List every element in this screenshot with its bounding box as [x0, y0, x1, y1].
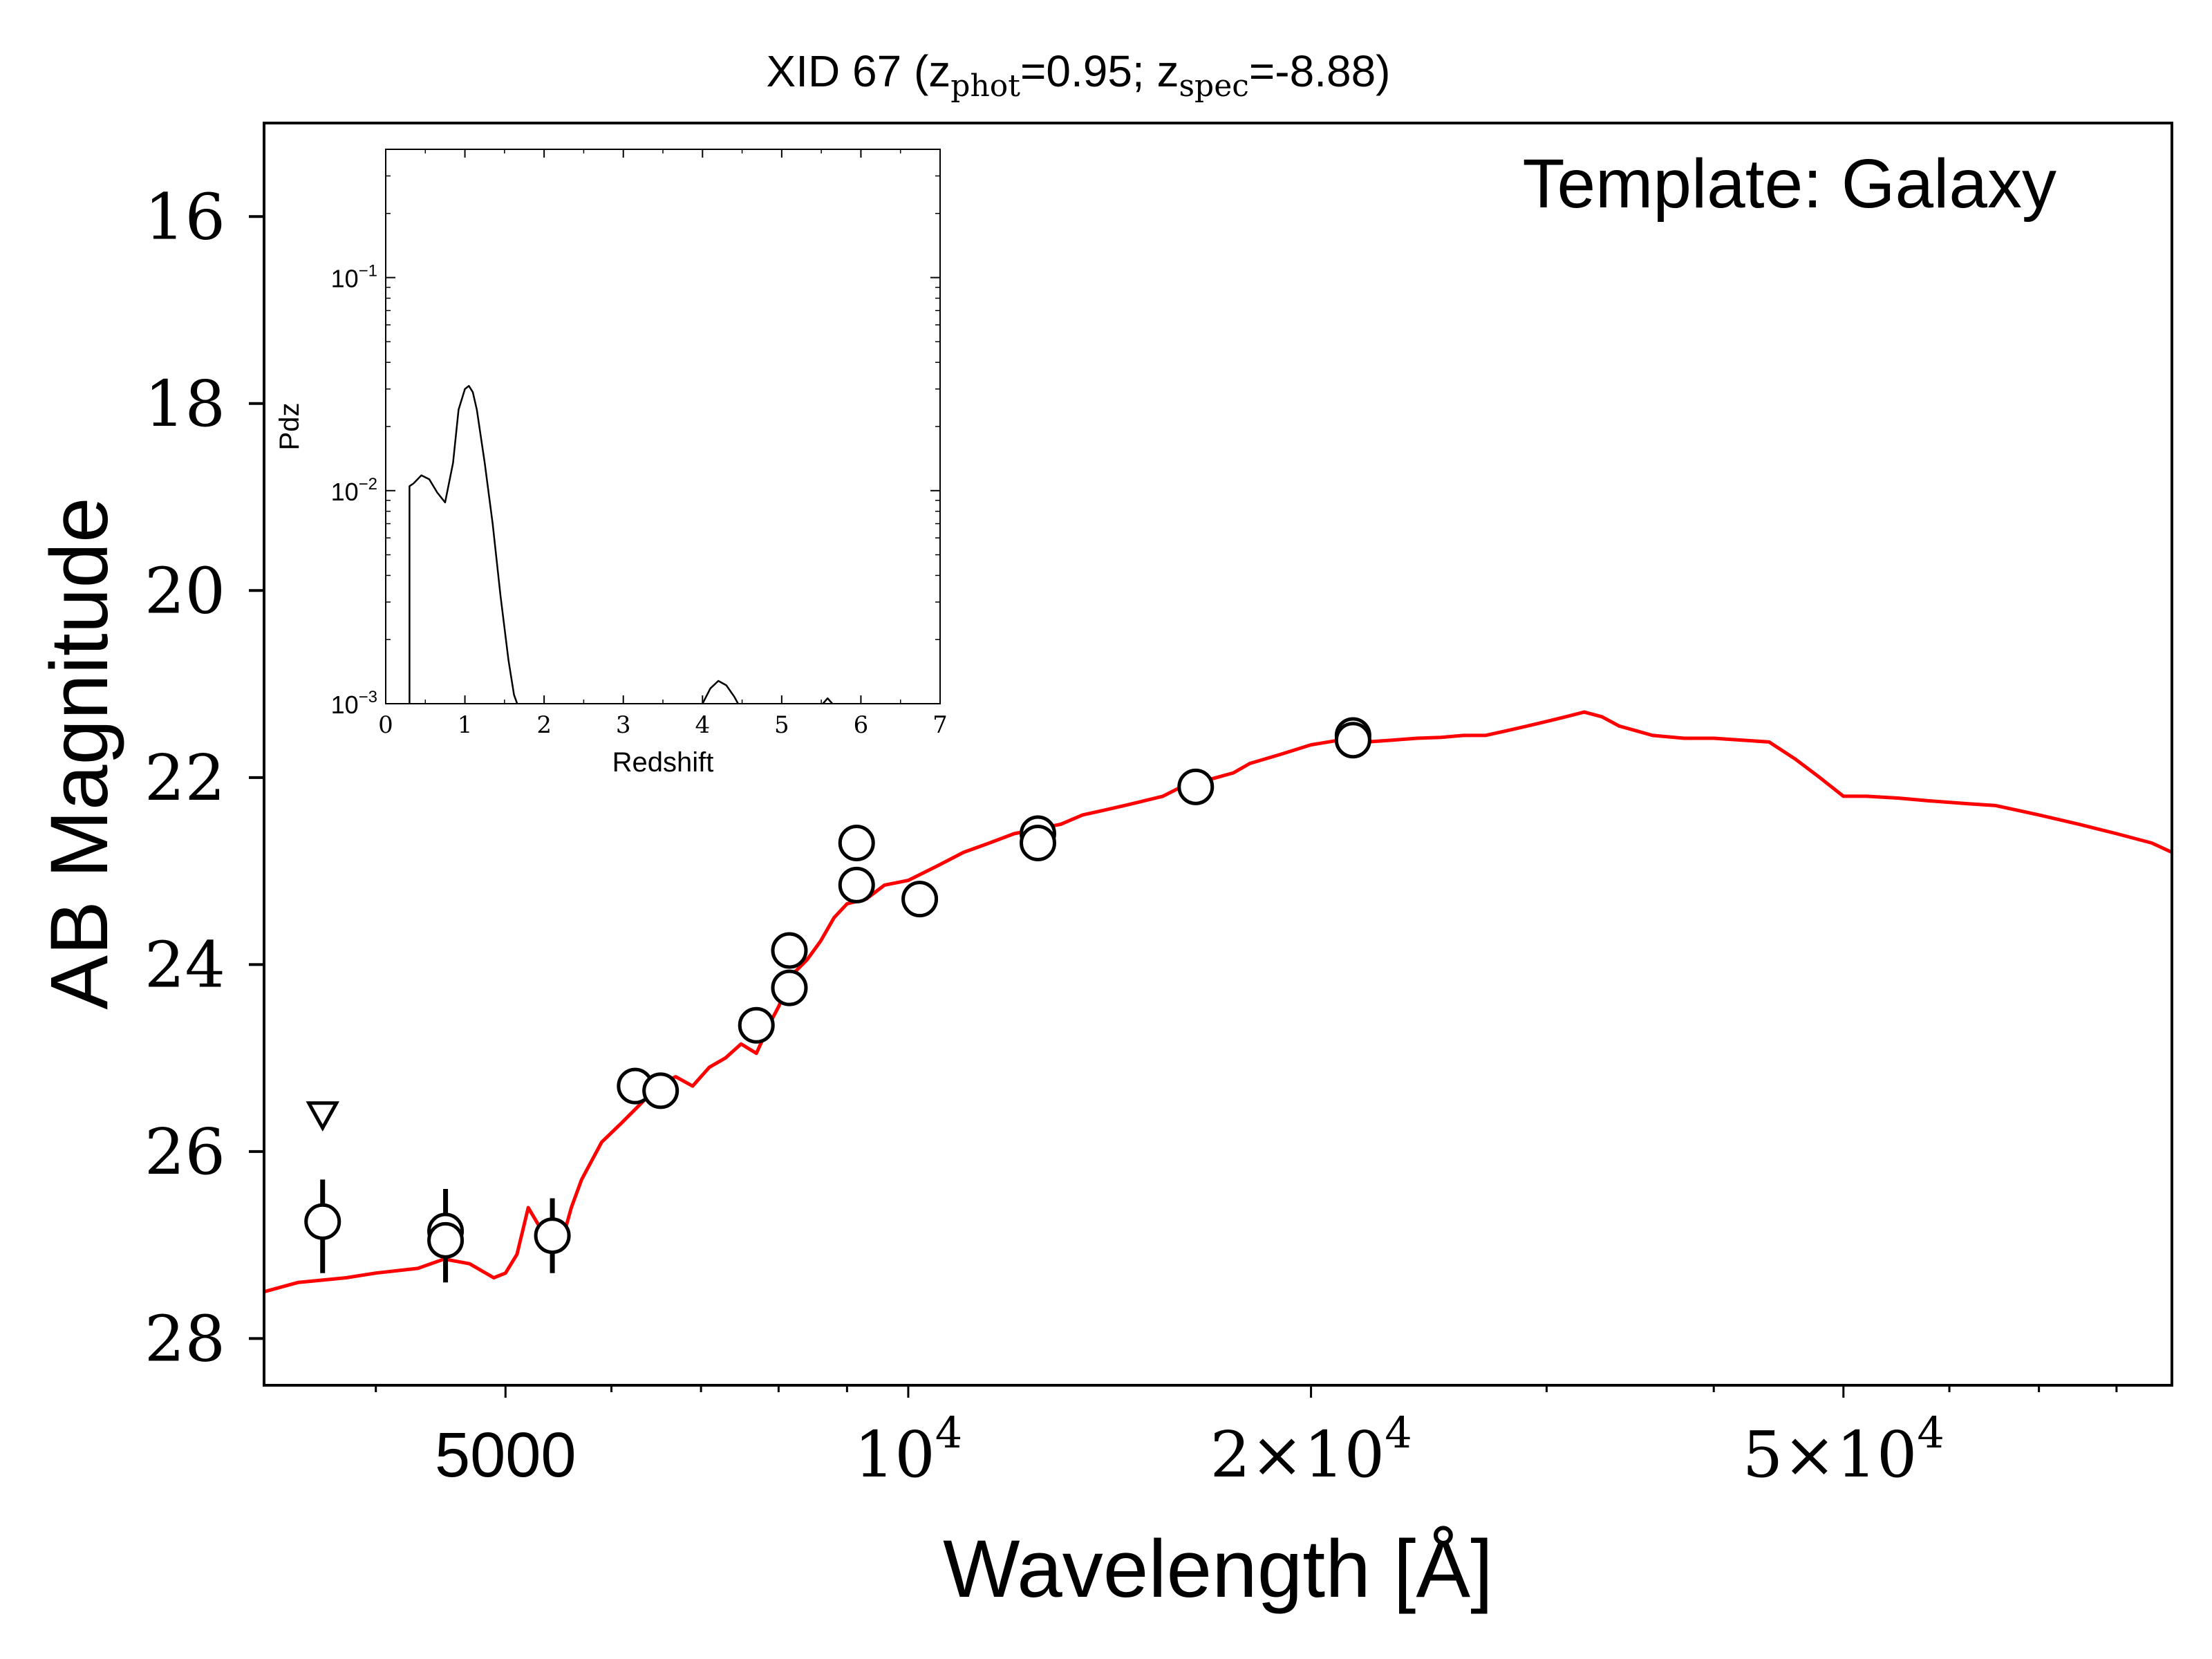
x-tick-label: 5×104 [1743, 1407, 1944, 1492]
upper-limit-marker [306, 1101, 339, 1132]
y-tick-label: 16 [144, 180, 225, 254]
pdz-curve [702, 679, 739, 704]
photometry-point [838, 866, 875, 903]
inset-y-tick-label: 10−3 [331, 688, 377, 719]
x-tick-label: 2×104 [1210, 1407, 1412, 1492]
photometry-point [304, 1203, 341, 1240]
inset-x-tick-label: 7 [932, 711, 948, 739]
photometry-point [771, 932, 808, 969]
template-annotation: Template: Galaxy [1522, 145, 2056, 223]
inset-x-tick-label: 4 [695, 711, 710, 739]
inset-x-tick-label: 0 [378, 711, 393, 739]
pdz-curve [822, 697, 834, 704]
inset-x-axis-label: Redshift [612, 747, 714, 778]
y-tick-label: 24 [144, 928, 225, 1002]
photometry-point [427, 1221, 465, 1259]
template-sed-line [264, 710, 2172, 1294]
inset-y-tick-label: 10−1 [331, 262, 377, 293]
y-tick-label: 28 [144, 1302, 225, 1376]
photometry-point [771, 969, 808, 1006]
y-tick-label: 26 [144, 1115, 225, 1189]
inset-y-tick-label: 10−2 [331, 475, 377, 506]
y-tick-label: 22 [144, 741, 225, 815]
main-plot-frame [263, 122, 2173, 1387]
photometry-point [901, 881, 939, 918]
y-tick-label: 18 [144, 367, 225, 441]
y-tick-label: 20 [144, 554, 225, 628]
x-tick-label: 104 [854, 1407, 963, 1492]
photometry-point [534, 1217, 571, 1255]
inset-x-tick-label: 3 [616, 711, 631, 739]
inset-x-tick-label: 1 [458, 711, 473, 739]
photometry-point [1020, 824, 1057, 861]
y-axis-label: AB Magnitude [34, 497, 125, 1009]
photometry-point [1177, 768, 1215, 805]
x-axis-label: Wavelength [Å] [943, 1524, 1493, 1615]
chart-title: XID 67 (zphot=0.95; zspec=-8.88) [767, 46, 1391, 104]
photometry-point [738, 1006, 775, 1044]
inset-x-tick-label: 5 [774, 711, 789, 739]
inset-y-axis-label: Pdz [274, 403, 305, 451]
photometry-point [642, 1072, 679, 1109]
photometry-point [838, 824, 875, 861]
inset-x-tick-label: 2 [536, 711, 552, 739]
pdz-curve [409, 385, 518, 704]
photometry-point [1334, 722, 1371, 759]
x-tick-label: 5000 [435, 1420, 577, 1490]
inset-plot: 0 1 2 3 4 5 6 7 10−1 10−2 10−3 Redshift Pdz [274, 149, 948, 778]
inset-x-tick-label: 6 [854, 711, 869, 739]
